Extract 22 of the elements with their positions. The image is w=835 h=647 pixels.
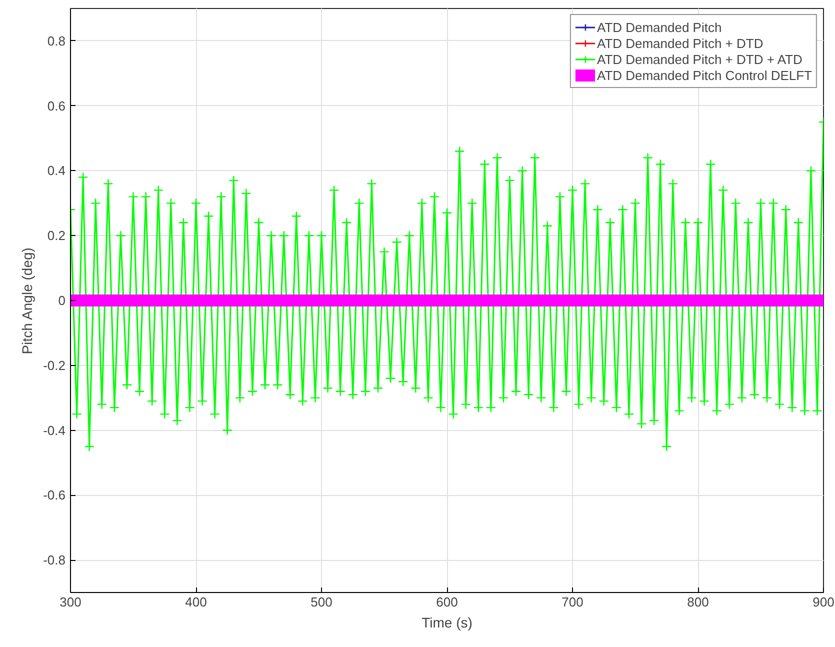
y-tick-label: 0.2 <box>47 228 66 244</box>
x-tick-label: 400 <box>185 594 207 610</box>
x-tick-label: 700 <box>562 594 584 610</box>
y-tick-label: 0.6 <box>47 98 66 114</box>
x-tick-label: 600 <box>436 594 458 610</box>
y-tick-label: -0.4 <box>43 422 66 438</box>
x-tick-label: 900 <box>812 594 834 610</box>
legend-label: ATD Demanded Pitch Control DELFT <box>596 67 812 83</box>
legend-label: ATD Demanded Pitch <box>596 19 722 35</box>
y-tick-label: -0.2 <box>43 358 66 373</box>
y-tick-label: -0.6 <box>43 488 66 503</box>
x-tick-label: 500 <box>310 594 332 610</box>
x-tick-label: 300 <box>60 594 82 610</box>
legend-label: ATD Demanded Pitch + DTD <box>596 35 764 51</box>
legend-label: ATD Demanded Pitch + DTD + ATD <box>596 51 802 67</box>
x-tick-label: 800 <box>687 594 709 610</box>
y-tick-label: 0.8 <box>47 33 66 48</box>
y-axis-title: Pitch Angle (deg) <box>19 248 36 354</box>
y-tick-label: 0.4 <box>47 163 66 178</box>
x-axis-title: Time (s) <box>422 614 472 630</box>
y-tick-label: -0.8 <box>43 552 66 568</box>
y-tick-label: 0 <box>58 293 66 308</box>
